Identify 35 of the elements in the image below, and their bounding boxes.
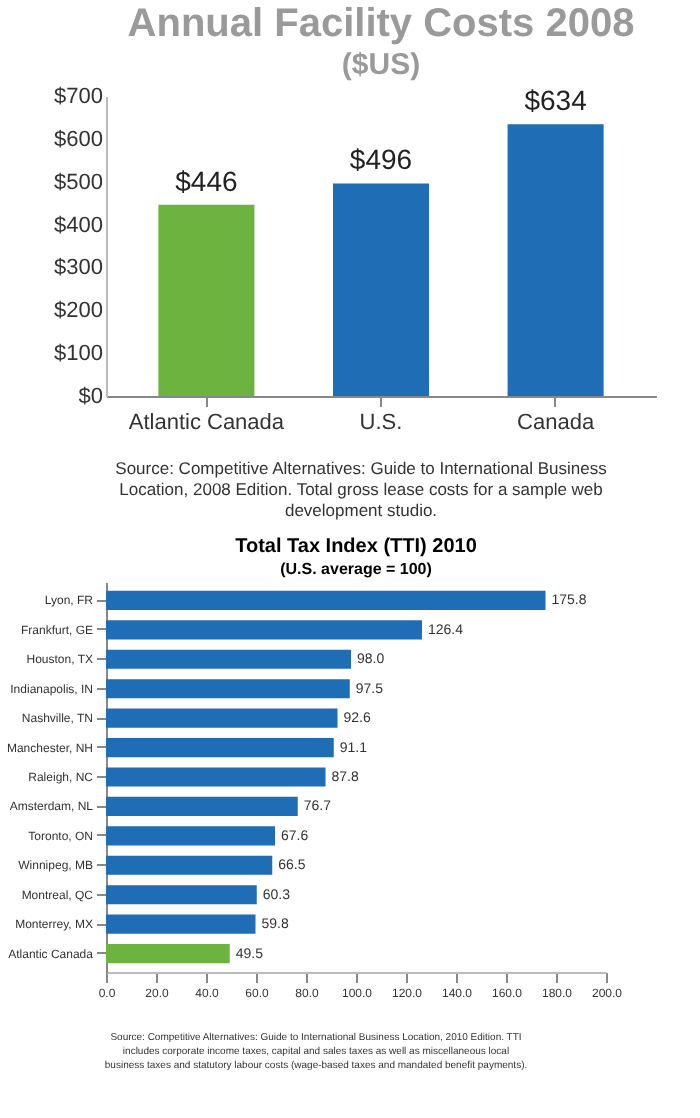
bar xyxy=(106,796,298,816)
x-tick-label: Canada xyxy=(517,411,596,435)
bar xyxy=(106,767,326,787)
data-label: $446 xyxy=(175,164,238,197)
chart-subtitle: ($US) xyxy=(341,48,421,82)
bar xyxy=(106,649,351,669)
bar xyxy=(106,738,334,758)
bar xyxy=(106,620,422,640)
y-tick-label: $0 xyxy=(78,385,103,409)
bar xyxy=(106,679,350,699)
y-tick-label: $500 xyxy=(54,170,103,195)
bar xyxy=(106,826,275,846)
bar xyxy=(106,855,273,875)
chart-title: Total Tax Index (TTI) 2010 xyxy=(235,536,478,558)
data-label: $496 xyxy=(349,143,413,176)
y-tick-label: $400 xyxy=(54,213,103,238)
source-note: Source: Competitive Alternatives: Guide to International Business Location, 2008 Edition. Total gross lease costs for a sample web development studio. xyxy=(115,458,607,520)
bar xyxy=(106,708,338,728)
bar xyxy=(106,944,230,964)
y-tick-label: $700 xyxy=(54,85,103,109)
bar xyxy=(332,183,430,396)
chart-title: Annual Facility Costs 2008 xyxy=(127,2,635,46)
bar xyxy=(106,590,546,610)
bar xyxy=(158,204,255,396)
chart-subtitle: (U.S. average = 100) xyxy=(280,560,433,578)
y-tick-label: $200 xyxy=(54,299,103,324)
x-tick-label: U.S. xyxy=(359,411,403,435)
y-tick-label: $100 xyxy=(54,342,103,367)
bar xyxy=(106,885,257,905)
y-tick-label: $300 xyxy=(54,256,103,281)
bar xyxy=(106,914,256,934)
bar xyxy=(507,124,604,396)
y-tick-label: $600 xyxy=(54,127,103,152)
data-label: $634 xyxy=(524,84,588,117)
x-tick-label: Atlantic Canada xyxy=(128,411,286,435)
